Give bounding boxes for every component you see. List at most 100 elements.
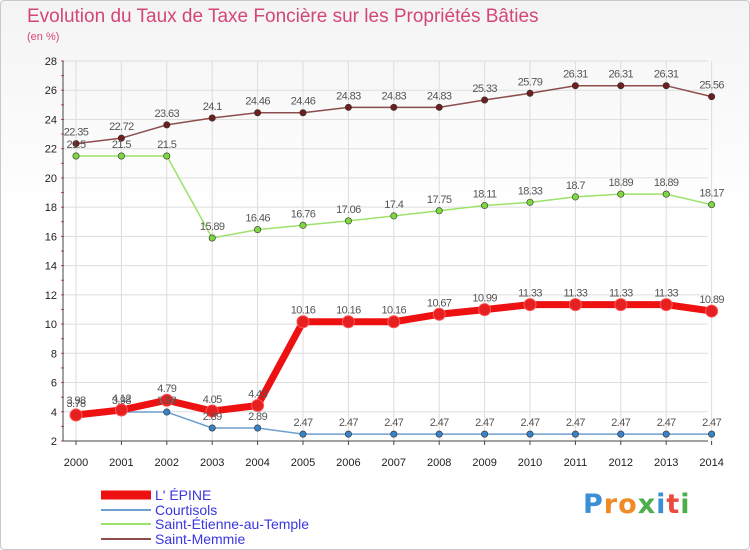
data-label: 26.31 — [654, 69, 679, 81]
x-tick-label: 2011 — [564, 457, 588, 469]
data-label: 11.33 — [518, 288, 542, 300]
y-tick-label: 24 — [45, 114, 57, 126]
y-tick-label: 12 — [45, 290, 57, 302]
data-label: 2.89 — [248, 411, 267, 423]
data-label: 10.89 — [699, 294, 724, 306]
data-label: 18.89 — [609, 177, 634, 189]
data-point — [708, 93, 716, 101]
data-label: 3.98 — [112, 395, 131, 407]
data-label: 10.16 — [291, 305, 316, 317]
data-point — [208, 234, 216, 242]
logo-letter: r — [603, 489, 619, 520]
y-tick-label: 20 — [45, 173, 57, 185]
y-tick-label: 10 — [45, 319, 57, 331]
data-point — [526, 198, 534, 206]
data-point — [254, 424, 262, 432]
logo-letter: i — [680, 489, 691, 520]
data-label: 24.46 — [291, 96, 316, 108]
data-label: 18.11 — [473, 189, 497, 201]
data-point — [659, 298, 673, 312]
data-point — [117, 152, 125, 160]
data-point — [390, 430, 398, 438]
data-label: 17.4 — [384, 199, 403, 211]
data-point — [72, 140, 80, 148]
data-label: 25.79 — [518, 76, 543, 88]
data-label: 2.47 — [475, 417, 494, 429]
data-point — [390, 212, 398, 220]
data-label: 4.79 — [157, 383, 176, 395]
legend-swatch — [101, 523, 151, 526]
data-label: 4.43 — [248, 388, 267, 400]
legend-label: Courtisols — [155, 501, 218, 518]
data-label: 2.47 — [520, 417, 539, 429]
data-point — [708, 430, 716, 438]
data-point — [708, 201, 716, 209]
data-point — [526, 89, 534, 97]
data-point — [344, 217, 352, 225]
data-point — [251, 398, 265, 412]
data-point — [69, 408, 83, 422]
legend-label: Saint-Étienne-au-Temple — [155, 516, 310, 532]
data-label: 21.5 — [112, 139, 131, 151]
x-tick-label: 2001 — [109, 457, 133, 469]
data-label: 22.72 — [109, 121, 134, 133]
data-label: 10.16 — [336, 305, 361, 317]
series-3 — [72, 82, 716, 148]
x-tick-label: 2007 — [382, 457, 406, 469]
data-label: 4.12 — [112, 393, 131, 405]
y-tick-label: 6 — [51, 378, 57, 390]
data-point — [481, 96, 489, 104]
data-point — [617, 82, 625, 90]
y-tick-label: 16 — [45, 231, 57, 243]
data-label: 2.47 — [384, 417, 403, 429]
data-point — [387, 315, 401, 329]
data-point — [344, 430, 352, 438]
data-point — [114, 403, 128, 417]
data-point — [481, 202, 489, 210]
data-point — [205, 404, 219, 418]
data-point — [117, 134, 125, 142]
data-point — [435, 103, 443, 111]
data-label: 16.46 — [245, 213, 270, 225]
data-point — [163, 152, 171, 160]
data-label: 10.16 — [382, 305, 407, 317]
data-label: 4.05 — [203, 394, 222, 406]
data-label: 2.47 — [293, 417, 312, 429]
data-label: 11.33 — [609, 288, 633, 300]
data-label: 17.06 — [336, 204, 361, 216]
logo-letter: x — [637, 489, 657, 520]
data-point — [254, 109, 262, 117]
x-tick-label: 2014 — [699, 457, 723, 469]
data-label: 24.83 — [382, 90, 407, 102]
legend-label: L' ÉPINE — [155, 487, 212, 503]
data-point — [299, 221, 307, 229]
series-2 — [72, 152, 716, 242]
data-label: 18.7 — [566, 180, 585, 192]
y-tick-label: 4 — [51, 407, 57, 419]
data-label: 25.56 — [699, 80, 724, 92]
data-point — [299, 109, 307, 117]
data-label: 24.1 — [203, 101, 222, 113]
y-tick-label: 22 — [45, 144, 57, 156]
data-point — [296, 315, 310, 329]
data-label: 23.63 — [155, 108, 180, 120]
y-tick-label: 26 — [45, 85, 57, 97]
data-point — [254, 226, 262, 234]
x-tick-label: 2013 — [654, 457, 678, 469]
data-label: 18.33 — [518, 185, 543, 197]
proxiti-logo: Proxiti — [583, 489, 691, 520]
data-label: 24.83 — [336, 90, 361, 102]
data-label: 11.33 — [564, 288, 588, 300]
data-label: 18.89 — [654, 177, 679, 189]
data-label: 3.98 — [157, 395, 176, 407]
data-point — [617, 430, 625, 438]
data-point — [571, 193, 579, 201]
data-point — [208, 424, 216, 432]
data-label: 11.33 — [654, 288, 678, 300]
data-point — [662, 190, 670, 198]
y-tick-label: 28 — [45, 56, 57, 68]
y-tick-label: 8 — [51, 348, 57, 360]
y-tick-label: 18 — [45, 202, 57, 214]
data-point — [523, 298, 537, 312]
